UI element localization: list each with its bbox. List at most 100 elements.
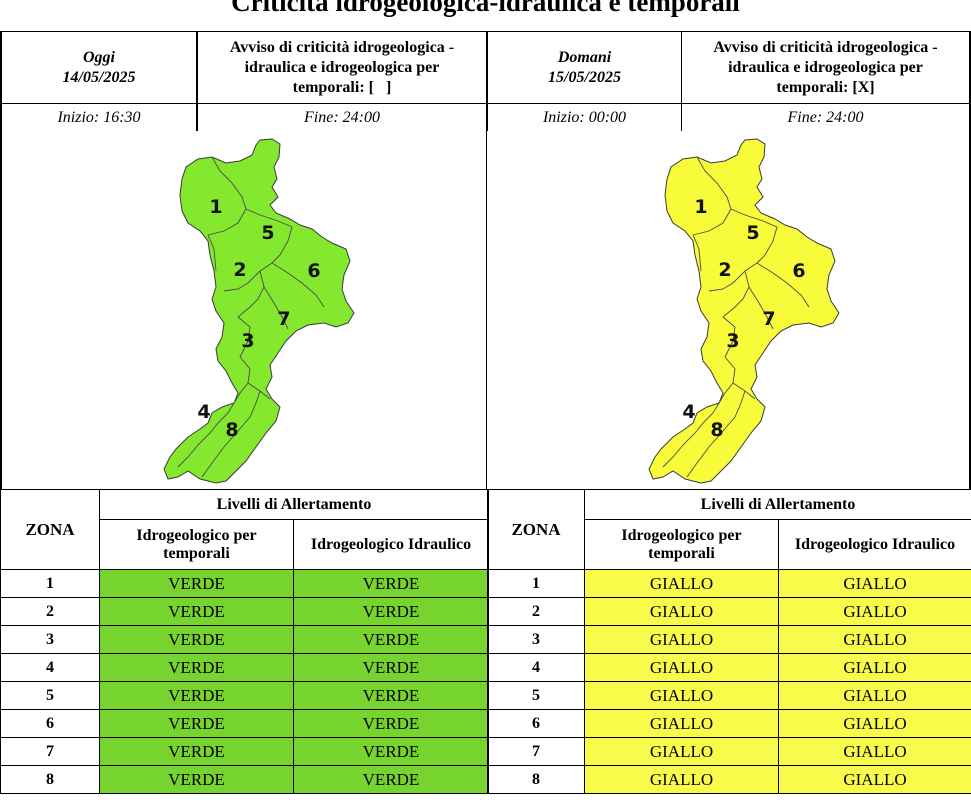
table-row: 6 VERDE VERDE [0, 709, 489, 738]
table-row: 2 VERDE VERDE [0, 597, 489, 626]
level-temporali: VERDE [99, 569, 294, 598]
page-title: Criticità idrogeologica-idraulica e temp… [231, 0, 740, 17]
livelli-header: Livelli di Allertamento [584, 489, 971, 520]
level-temporali: GIALLO [584, 569, 779, 598]
level-temporali: GIALLO [584, 709, 779, 738]
level-temporali: GIALLO [584, 597, 779, 626]
livelli-header: Livelli di Allertamento [99, 489, 489, 520]
bulletin-header: Oggi 14/05/2025 Avviso di criticità idro… [0, 31, 971, 132]
zone-border [692, 234, 702, 272]
level-idraulico: VERDE [293, 569, 489, 598]
table-row: 3 GIALLO GIALLO [487, 625, 971, 654]
zone-number: 7 [0, 737, 100, 766]
map-zone-label: 6 [307, 260, 320, 282]
col-idraulico-header: Idrogeologico Idraulico [778, 519, 971, 570]
zone-border [708, 262, 758, 292]
tomorrow-inizio: Inizio: 00:00 [487, 103, 682, 132]
zone-number: 2 [0, 597, 100, 626]
level-idraulico: GIALLO [778, 681, 971, 710]
zona-header: ZONA [487, 489, 585, 570]
level-temporali: GIALLO [584, 625, 779, 654]
zone-number: 1 [0, 569, 100, 598]
table-row: 4 VERDE VERDE [0, 653, 489, 682]
tomorrow-date: 15/05/2025 [548, 68, 621, 86]
today-alert-table: ZONA Livelli di Allertamento Idrogeologi… [0, 489, 489, 794]
tomorrow-alert-table: ZONA Livelli di Allertamento Idrogeologi… [487, 489, 971, 794]
zone-number: 3 [0, 625, 100, 654]
zone-border [271, 226, 293, 264]
today-date-cell: Oggi 14/05/2025 [0, 31, 197, 104]
zone-border [696, 156, 732, 210]
map-zone-label: 4 [197, 401, 210, 423]
zone-number: 5 [0, 681, 100, 710]
tomorrow-calabria-map: 1 52 6 7 3 48 [648, 138, 840, 484]
col-temporali-header: Idrogeologico per temporali [99, 519, 294, 570]
today-inizio: Inizio: 16:30 [0, 103, 197, 132]
zone-number: 6 [0, 709, 100, 738]
zone-number: 3 [487, 625, 585, 654]
map-zone-label: 6 [792, 260, 805, 282]
zone-border [207, 208, 247, 236]
map-zone-label: 1 [694, 196, 707, 218]
level-idraulico: GIALLO [778, 765, 971, 794]
level-temporali: VERDE [99, 653, 294, 682]
level-idraulico: VERDE [293, 709, 489, 738]
zone-number: 2 [487, 597, 585, 626]
zone-number: 7 [487, 737, 585, 766]
zone-border [686, 390, 746, 478]
zone-number: 1 [487, 569, 585, 598]
today-fine: Fine: 24:00 [196, 103, 488, 132]
level-idraulico: VERDE [293, 653, 489, 682]
tomorrow-avviso-cell: Avviso di criticità idrogeologica - idra… [681, 31, 971, 104]
today-date: 14/05/2025 [62, 68, 136, 86]
zone-border [692, 208, 732, 236]
level-idraulico: GIALLO [778, 569, 971, 598]
level-idraulico: VERDE [293, 597, 489, 626]
level-temporali: VERDE [99, 597, 294, 626]
table-row: 5 VERDE VERDE [0, 681, 489, 710]
zone-number: 4 [487, 653, 585, 682]
level-temporali: GIALLO [584, 737, 779, 766]
zone-number: 8 [487, 765, 585, 794]
level-temporali: GIALLO [584, 653, 779, 682]
table-row: 3 VERDE VERDE [0, 625, 489, 654]
today-avviso-cell: Avviso di criticità idrogeologica - idra… [196, 31, 488, 104]
zone-border [237, 316, 251, 384]
zone-number: 5 [487, 681, 585, 710]
zone-border [263, 286, 289, 330]
level-temporali: VERDE [99, 765, 294, 794]
table-row: 8 VERDE VERDE [0, 765, 489, 794]
map-zone-label: 5 [746, 222, 759, 244]
today-avviso-line2: idraulica e idrogeologica per [244, 58, 440, 76]
zone-border [245, 208, 293, 228]
level-idraulico: GIALLO [778, 597, 971, 626]
zone-border [722, 316, 736, 384]
level-temporali: VERDE [99, 681, 294, 710]
map-zone-label: 2 [718, 259, 731, 281]
level-idraulico: VERDE [293, 765, 489, 794]
table-row: 2 GIALLO GIALLO [487, 597, 971, 626]
level-idraulico: VERDE [293, 681, 489, 710]
table-row: 7 VERDE VERDE [0, 737, 489, 766]
today-calabria-map: 1 52 6 7 3 48 [163, 138, 355, 484]
map-zone-label: 7 [762, 308, 775, 330]
zone-number: 4 [0, 653, 100, 682]
zone-border [233, 382, 249, 404]
table-row: 5 GIALLO GIALLO [487, 681, 971, 710]
level-temporali: GIALLO [584, 765, 779, 794]
map-zone-label: 2 [233, 259, 246, 281]
region-outline [648, 138, 840, 484]
today-avviso-line1: Avviso di criticità idrogeologica - [229, 38, 455, 56]
tomorrow-day-label: Domani [557, 48, 612, 66]
tomorrow-avviso-line2: idraulica e idrogeologica per [728, 58, 923, 76]
table-row: 6 GIALLO GIALLO [487, 709, 971, 738]
table-row: 1 VERDE VERDE [0, 569, 489, 598]
col-temporali-header: Idrogeologico per temporali [584, 519, 779, 570]
region-outline [163, 138, 355, 484]
zone-border [177, 402, 235, 468]
map-zone-label: 8 [710, 419, 723, 441]
col-idraulico-header: Idrogeologico Idraulico [293, 519, 489, 570]
zone-border [756, 262, 810, 308]
today-day-label: Oggi [83, 48, 115, 66]
